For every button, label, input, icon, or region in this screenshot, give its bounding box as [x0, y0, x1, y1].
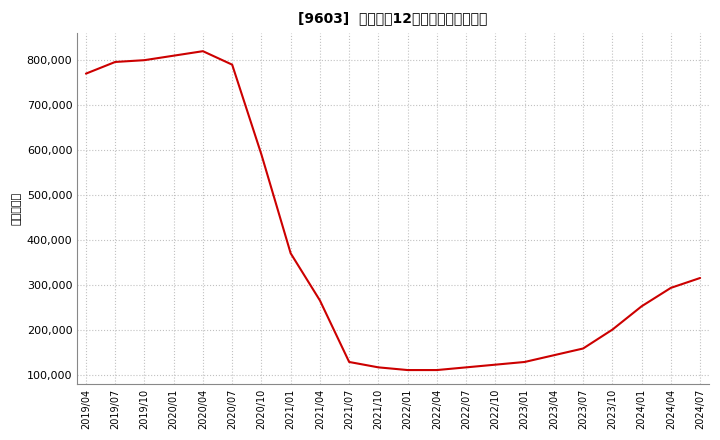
Title: [9603]  売上高の12か月移動合計の推移: [9603] 売上高の12か月移動合計の推移 — [298, 11, 487, 25]
Y-axis label: （百万円）: （百万円） — [11, 192, 21, 225]
